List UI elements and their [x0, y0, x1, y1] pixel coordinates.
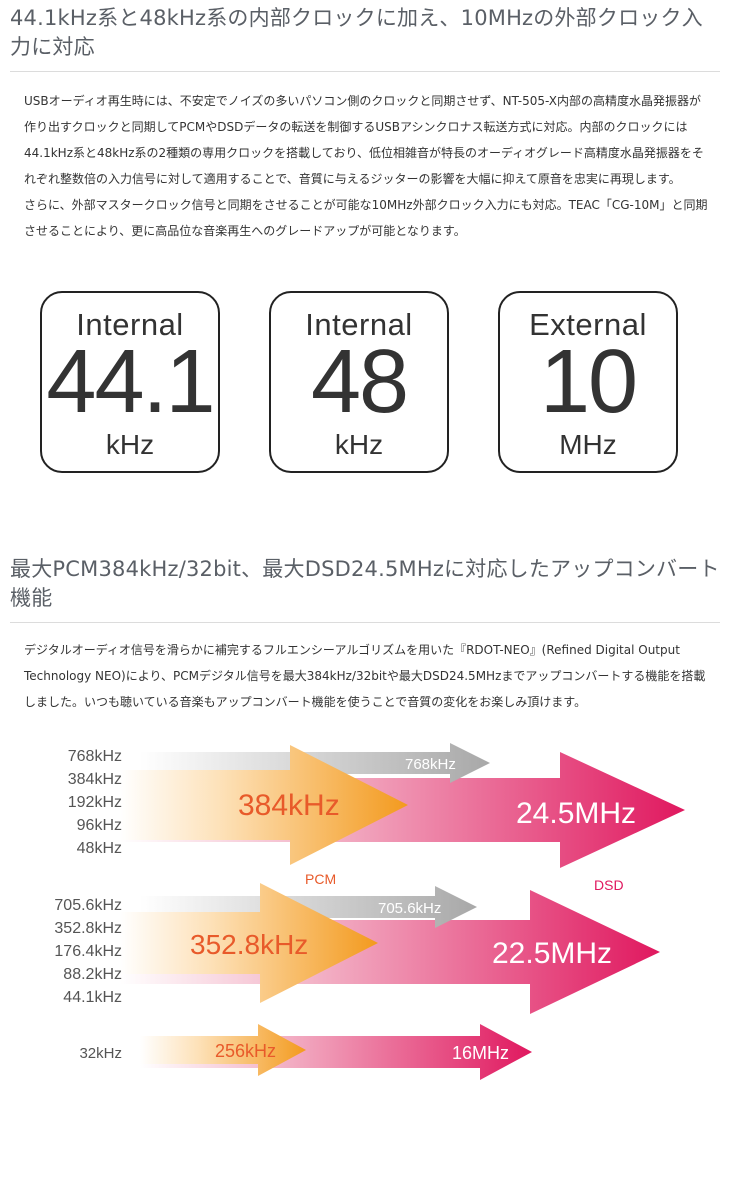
input-rate-label: 96kHz: [77, 817, 122, 834]
divider: [10, 71, 720, 72]
pcm-output-label: 384kHz: [238, 789, 340, 822]
grey-output-label: 768kHz: [405, 756, 456, 773]
dsd-output-label: 24.5MHz: [516, 797, 636, 830]
section-heading-clock: 44.1kHz系と48kHz系の内部クロックに加え、10MHzの外部クロック入力…: [10, 6, 703, 59]
clock-frequency-value: 10: [539, 332, 638, 432]
clock-frequency-unit: kHz: [334, 429, 384, 460]
input-rate-label: 705.6kHz: [54, 897, 122, 914]
pcm-label: PCM: [305, 871, 336, 887]
clock-frequency-unit: kHz: [105, 429, 155, 460]
clock-card-internal-44-1: Internal 44.1 kHz: [40, 291, 220, 473]
section-heading-upconvert: 最大PCM384kHz/32bit、最大DSD24.5MHzに対応したアップコン…: [10, 557, 720, 610]
upconvert-paragraph: デジタルオーディオ信号を滑らかに補完するフルエンシーアルゴリズムを用いた『RDO…: [24, 643, 706, 709]
dsd-output-label: 16MHz: [452, 1043, 509, 1063]
input-rate-label: 384kHz: [68, 771, 122, 788]
clock-description: USBオーディオ再生時には、不安定でノイズの多いパソコン側のクロックと同期させず…: [24, 88, 710, 244]
clock-type-label: Internal: [305, 307, 413, 342]
input-rate-label: 88.2kHz: [63, 966, 122, 983]
clock-frequency-unit: MHz: [559, 429, 617, 460]
input-rate-label: 44.1kHz: [63, 989, 122, 1006]
dsd-label: DSD: [594, 877, 624, 893]
upconvert-description: デジタルオーディオ信号を滑らかに補完するフルエンシーアルゴリズムを用いた『RDO…: [24, 637, 710, 715]
input-rate-label: 192kHz: [68, 794, 122, 811]
upconvert-diagram: 768kHz 384kHz 192kHz 96kHz 48kHz 768kHz …: [54, 743, 685, 1080]
clock-type-label: Internal: [76, 307, 184, 342]
clock-paragraph-2: さらに、外部マスタークロック信号と同期をさせることが可能な10MHz外部クロック…: [24, 198, 708, 238]
grey-output-label: 705.6kHz: [378, 900, 441, 917]
input-rate-label: 352.8kHz: [54, 920, 122, 937]
input-rate-label: 48kHz: [77, 840, 122, 857]
pcm-output-label: 352.8kHz: [190, 929, 308, 960]
pcm-output-label: 256kHz: [215, 1041, 276, 1061]
pcm-arrow: [120, 745, 408, 865]
clock-type-label: External: [529, 307, 647, 342]
clock-paragraph-1: USBオーディオ再生時には、不安定でノイズの多いパソコン側のクロックと同期させず…: [24, 94, 704, 186]
clock-card-internal-48: Internal 48 kHz: [269, 291, 449, 473]
input-rate-label: 768kHz: [68, 748, 122, 765]
input-rate-label: 176.4kHz: [54, 943, 122, 960]
input-rate-label: 32kHz: [79, 1045, 122, 1062]
divider: [10, 622, 720, 623]
pcm-arrow: [140, 1024, 306, 1076]
clock-frequency-value: 44.1: [46, 332, 215, 432]
pcm-arrow: [120, 883, 378, 1003]
dsd-output-label: 22.5MHz: [492, 937, 612, 970]
clock-frequency-value: 48: [310, 332, 409, 432]
clock-card-external-10: External 10 MHz: [498, 291, 678, 473]
